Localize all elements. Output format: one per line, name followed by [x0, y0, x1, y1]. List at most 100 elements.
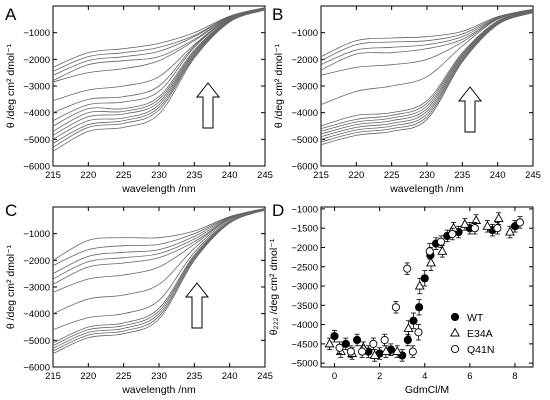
spectrum-line [321, 12, 533, 146]
data-point-e34a [380, 346, 391, 356]
data-point-e34a [493, 213, 504, 223]
data-point-wt [341, 339, 350, 348]
data-point-wt [415, 303, 424, 312]
panel-d: D 0 2 4 6 8 −5000 −4500 −4000 −3500 −3000 −2500 −200… [268, 201, 534, 396]
x-tick-label: 2 [377, 371, 382, 382]
data-point-e34a [392, 346, 403, 356]
x-tick-label: 225 [384, 170, 400, 181]
plot-area [324, 212, 525, 362]
panel-c: C 215 220 225 230 235 240 245 −6000 −5000 −4000 −30… [5, 201, 273, 396]
y-tick-label: −6000 [23, 363, 50, 374]
x-tick-label: 240 [222, 170, 238, 181]
spectrum-line [53, 209, 265, 349]
data-point-q41n [346, 347, 355, 356]
panel-label: D [272, 201, 284, 220]
spectrum-line [53, 208, 265, 293]
spectrum-line [53, 209, 265, 344]
x-tick-label: 245 [257, 371, 273, 382]
spectrum-line [53, 208, 265, 267]
y-tick-label: −5000 [291, 359, 318, 370]
x-tick-label: 220 [80, 170, 96, 181]
data-point-e34a [504, 226, 515, 236]
x-tick-label: 8 [512, 371, 517, 382]
panel-a: A 215 220 225 230 235 240 245 −6000 −5000 −4000 −30… [5, 5, 273, 195]
data-point-wt [330, 332, 339, 341]
spectrum-line [321, 11, 533, 138]
data-point-e34a [437, 245, 448, 255]
y-tick-label: −4000 [23, 108, 50, 119]
x-tick-label: 230 [151, 170, 167, 181]
panel-label: C [5, 201, 17, 220]
data-point-wt [403, 335, 412, 345]
x-tick-label: 4 [422, 371, 427, 382]
x-tick-label: 230 [419, 170, 435, 181]
spectrum-line [53, 9, 265, 148]
data-point-e34a [426, 257, 436, 267]
y-tick-label: −4000 [23, 309, 50, 320]
spectrum-line [321, 10, 533, 132]
spectrum-line [53, 8, 265, 127]
spectrum-line [53, 8, 265, 132]
data-point-q41n [358, 347, 367, 356]
y-tick-label: −3000 [291, 282, 318, 293]
y-axis-label: θ₂₂₂ /deg cm² dmol⁻¹ [268, 238, 280, 335]
panel-label: A [5, 5, 17, 24]
x-tick-label: 235 [454, 170, 470, 181]
x-tick-label: 215 [45, 371, 61, 382]
y-tick-label: −1000 [291, 204, 318, 215]
data-point-q41n [436, 237, 446, 246]
spectrum-line [53, 7, 265, 68]
data-point-q41n [369, 339, 378, 348]
data-point-q41n [470, 224, 479, 233]
spectrum-line [53, 207, 265, 261]
y-tick-label: −2000 [23, 256, 50, 267]
plot-area [321, 8, 533, 146]
y-tick-label: −1000 [291, 28, 318, 39]
data-point-e34a [471, 215, 482, 224]
data-point-q41n [391, 303, 400, 312]
plot-area [53, 7, 265, 152]
legend-label: Q41N [467, 344, 494, 356]
spectrum-line [321, 10, 533, 106]
y-tick-label: −2000 [291, 55, 318, 66]
spectrum-line [321, 9, 533, 76]
spectrum-line [53, 8, 265, 114]
panel-b: B 215 220 225 230 235 240 245 −6000 −5000 −4000 −30… [272, 5, 541, 195]
legend-label: WT [467, 312, 484, 324]
data-point-q41n [380, 335, 389, 345]
plot-frame [320, 206, 534, 368]
y-axis-label: θ /deg cm² dmol⁻¹ [5, 43, 17, 128]
data-point-e34a [324, 338, 335, 348]
data-point-q41n [335, 343, 344, 352]
y-tick-label: −2500 [291, 262, 318, 273]
spectrum-line [53, 8, 265, 140]
y-axis-label: θ /deg cm² dmol⁻¹ [273, 43, 285, 128]
y-tick-label: −4000 [291, 320, 318, 331]
y-tick-label: −4000 [291, 108, 318, 119]
y-tick-label: −4500 [291, 339, 318, 350]
spectrum-line [321, 8, 533, 58]
spectrum-line [321, 9, 533, 62]
data-point-wt [352, 335, 362, 345]
legend-label: E34A [467, 328, 493, 340]
spectrum-line [53, 7, 265, 102]
data-point-q41n [425, 247, 434, 256]
data-point-e34a [459, 218, 470, 228]
y-tick-label: −3500 [291, 301, 318, 312]
x-tick-label: 245 [525, 170, 541, 181]
x-tick-label: 215 [313, 170, 329, 181]
x-axis-label: wavelength /nm [121, 183, 196, 195]
spectrum-line [321, 10, 533, 130]
spectrum-line [53, 209, 265, 347]
spectrum-line [321, 9, 533, 66]
data-point-e34a [369, 350, 380, 359]
y-tick-label: −6000 [23, 162, 50, 173]
spectrum-line [53, 208, 265, 285]
spectrum-line [321, 9, 533, 71]
y-tick-label: −2000 [23, 55, 50, 66]
x-tick-label: 240 [490, 170, 506, 181]
legend-marker-wt [450, 312, 460, 322]
x-tick-label: 245 [257, 170, 273, 181]
plot-area [53, 207, 265, 355]
